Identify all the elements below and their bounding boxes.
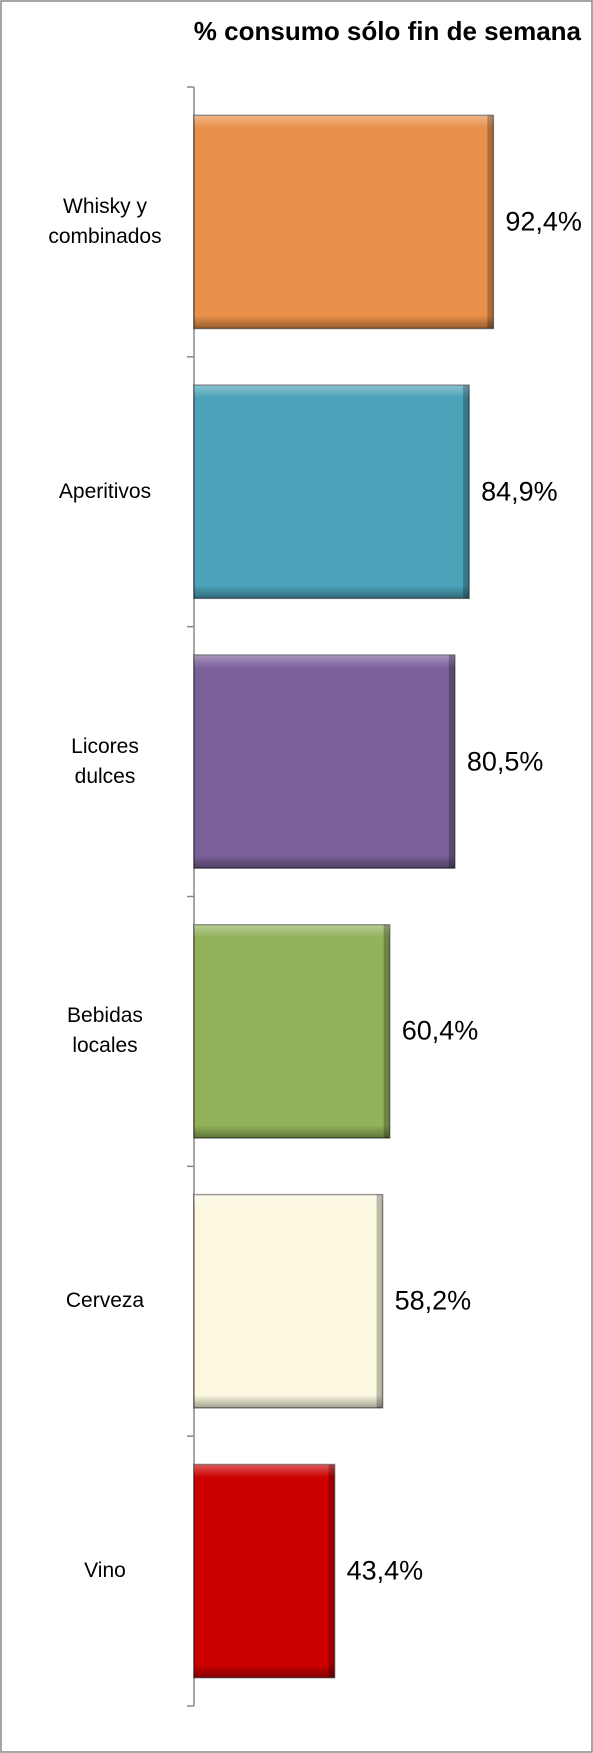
- value-label: 58,2%: [394, 1285, 472, 1316]
- bar-bevel: [194, 924, 390, 1139]
- bar-bevel: [194, 115, 494, 329]
- bar-edge: [463, 385, 470, 599]
- y-tick-label: Bebidas locales: [67, 1004, 143, 1058]
- y-tick-label: Licores dulces: [71, 734, 139, 788]
- bar-bevel: [194, 385, 470, 599]
- value-label: 80,5%: [466, 746, 544, 777]
- value-label: 84,9%: [481, 476, 558, 507]
- y-tick-label: Vino: [84, 1559, 126, 1583]
- bar-edge: [487, 115, 494, 329]
- bar-bevel: [194, 1464, 335, 1678]
- chart-title: % consumo sólo fin de semana: [193, 16, 581, 46]
- bar-edge: [383, 924, 390, 1139]
- y-tick-label: Aperitivos: [58, 479, 152, 503]
- y-tick-label: Cerveza: [65, 1289, 145, 1313]
- bar-edge: [328, 1464, 335, 1678]
- bar-edge: [448, 654, 455, 869]
- bar-bevel: [194, 1194, 383, 1408]
- value-label: 92,4%: [505, 206, 582, 237]
- bar-bevel: [194, 654, 455, 869]
- bar-edge: [376, 1194, 383, 1408]
- value-label: 60,4%: [401, 1015, 479, 1046]
- value-label: 43,4%: [346, 1555, 424, 1586]
- y-tick-label: Whisky y combinados: [48, 194, 162, 248]
